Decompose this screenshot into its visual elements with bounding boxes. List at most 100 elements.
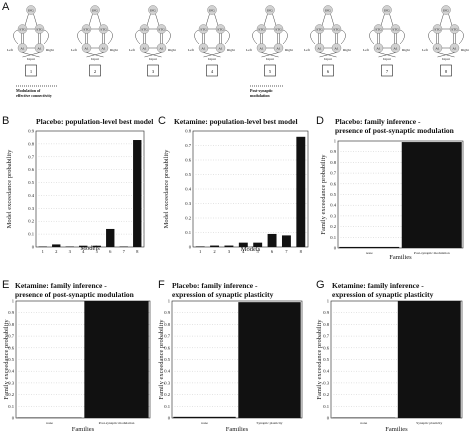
- model-number: 6: [327, 69, 330, 74]
- y-tick-label: 0.5: [8, 357, 14, 362]
- chart-title: expression of synaptic plasticity: [332, 290, 434, 299]
- x-axis-label: Families: [389, 254, 412, 261]
- connection-line: [155, 13, 160, 26]
- x-tick-label: 8: [300, 249, 303, 254]
- panel-label-a: A: [2, 1, 10, 13]
- x-tick-label: Synaptic plasticity: [257, 421, 283, 425]
- connection-line: [448, 13, 453, 26]
- left-label: Left: [71, 48, 77, 52]
- left-label: Left: [422, 48, 428, 52]
- connection-line: [205, 13, 210, 26]
- y-tick-label: 0.3: [185, 201, 191, 206]
- model-number: 2: [94, 69, 97, 74]
- connection-line: [24, 13, 29, 26]
- bar: [401, 142, 462, 248]
- connection-line: [13, 29, 19, 45]
- y-tick-label: 0.1: [185, 230, 191, 235]
- y-tick-label: 0.9: [8, 310, 14, 315]
- y-tick-label: 0.1: [323, 404, 329, 409]
- right-label: Right: [227, 48, 235, 52]
- right-label: Right: [285, 48, 293, 52]
- model-number: 1: [30, 69, 33, 74]
- ifg-node-label: IFG: [150, 8, 156, 12]
- ifg-node-label: IFG: [267, 8, 273, 12]
- a1-right-node-label: A1: [101, 46, 106, 50]
- a1-left-node-label: A1: [142, 46, 147, 50]
- input-label: Input: [91, 57, 98, 61]
- x-tick-label: none: [366, 251, 373, 255]
- y-axis-label: Family exceedance probability: [320, 154, 327, 235]
- caption-postsynaptic-line1: Post-synaptic: [250, 88, 273, 93]
- x-tick-label: none: [360, 421, 367, 425]
- left-label: Left: [7, 48, 13, 52]
- y-tick-label: 1: [168, 299, 171, 304]
- y-tick-label: 0.7: [28, 154, 34, 159]
- bar: [253, 242, 263, 247]
- chart-title: presence of post-synaptic modulation: [15, 290, 135, 299]
- connection-line: [107, 29, 113, 45]
- connection-line: [194, 29, 200, 45]
- x-axis-label: Models: [241, 246, 261, 253]
- input-label: Input: [149, 57, 156, 61]
- bar: [119, 246, 128, 247]
- y-tick-label: 1: [334, 139, 337, 144]
- input-line: [144, 52, 162, 58]
- chart-g: G Ketamine: family inference -expression …: [316, 279, 463, 433]
- a1-right-node-label: A1: [159, 46, 164, 50]
- a1-left-node-label: A1: [201, 46, 206, 50]
- y-tick-label: 0.4: [164, 369, 170, 374]
- input-line: [261, 52, 279, 58]
- connection-line: [282, 29, 288, 45]
- y-tick-label: 0.9: [323, 310, 329, 315]
- input-line: [437, 52, 455, 58]
- x-tick-label: 7: [285, 249, 288, 254]
- x-tick-label: 4: [82, 249, 85, 254]
- caption-postsynaptic-line2: modulation: [250, 93, 270, 98]
- chart-title: expression of synaptic plasticity: [172, 290, 274, 299]
- input-label: Input: [442, 57, 449, 61]
- y-tick-label: 0.1: [330, 235, 336, 240]
- y-tick-label: 0.5: [185, 172, 191, 177]
- model-number-box: [206, 64, 218, 77]
- ifg-node-label: IFG: [28, 8, 34, 12]
- chart-d: D Placebo: family inference -presence of …: [316, 115, 464, 261]
- x-tick-label: Post-synaptic modulation: [99, 421, 135, 425]
- x-tick-label: none: [201, 421, 208, 425]
- y-tick-label: 0.3: [330, 213, 336, 218]
- connection-line: [458, 29, 464, 45]
- y-tick-label: 0.6: [28, 167, 34, 172]
- bar: [92, 245, 101, 247]
- stg-left-node-label: STG: [434, 27, 441, 31]
- a1-right-node-label: A1: [334, 46, 339, 50]
- y-tick-label: 0.8: [330, 160, 336, 165]
- x-tick-label: 1: [199, 249, 202, 254]
- y-tick-label: 0: [334, 246, 337, 251]
- y-tick-label: 0.5: [330, 192, 336, 197]
- connection-line: [77, 29, 83, 45]
- y-tick-label: 0.3: [28, 206, 34, 211]
- connection-line: [330, 13, 335, 26]
- x-tick-label: 1: [42, 249, 45, 254]
- connection-line: [252, 29, 258, 45]
- input-line: [378, 52, 396, 58]
- connection-line: [135, 29, 141, 45]
- a1-left-node-label: A1: [317, 46, 322, 50]
- y-tick-label: 0.3: [8, 380, 14, 385]
- input-label: Input: [383, 57, 390, 61]
- connection-line: [369, 29, 375, 45]
- x-tick-label: 8: [136, 249, 139, 254]
- stg-right-node-label: STG: [217, 27, 224, 31]
- ifg-node-label: IFG: [209, 8, 215, 12]
- model-number-box: [440, 64, 452, 77]
- stg-right-node-label: STG: [36, 27, 43, 31]
- plot-area: [35, 130, 145, 248]
- stg-right-node-label: STG: [451, 27, 458, 31]
- y-tick-label: 0.9: [330, 149, 336, 154]
- ifg-node: [90, 5, 100, 15]
- x-tick-label: Synaptic plasticity: [416, 421, 442, 425]
- y-tick-label: 0.4: [185, 187, 191, 192]
- bar: [238, 242, 248, 247]
- y-tick-label: 0.7: [323, 334, 329, 339]
- input-line: [86, 52, 104, 58]
